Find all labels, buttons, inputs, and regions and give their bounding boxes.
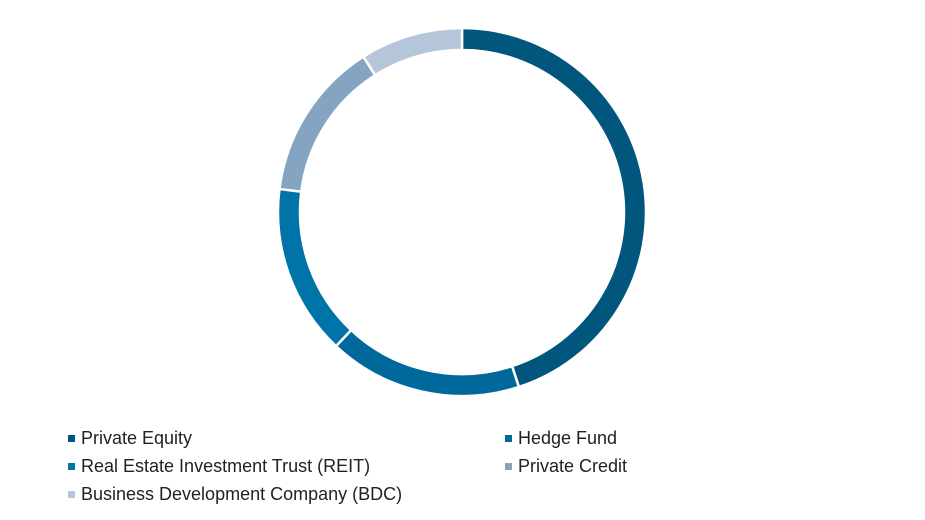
legend-item-bdc: Business Development Company (BDC)	[68, 483, 402, 505]
slice-real-estate-investment-trust-reit	[276, 187, 353, 348]
legend-item-reit: Real Estate Investment Trust (REIT)	[68, 455, 370, 477]
slice-hedge-fund	[334, 328, 521, 398]
legend-swatch-private-credit	[505, 462, 512, 470]
legend-label-private-credit: Private Credit	[518, 455, 628, 476]
legend-swatch-private-equity	[68, 434, 75, 442]
legend-label-private-equity: Private Equity	[81, 427, 193, 448]
legend-label-bdc: Business Development Company (BDC)	[81, 483, 403, 504]
slice-private-credit	[278, 54, 377, 194]
donut-slices	[276, 26, 648, 398]
donut-chart	[276, 26, 648, 398]
legend-item-hedge-fund: Hedge Fund	[505, 427, 617, 449]
legend-item-private-credit: Private Credit	[505, 455, 627, 477]
legend-label-hedge-fund: Hedge Fund	[518, 427, 618, 448]
legend-item-private-equity: Private Equity	[68, 427, 192, 449]
legend-swatch-hedge-fund	[505, 434, 512, 442]
slice-private-equity	[460, 26, 648, 389]
legend-swatch-reit	[68, 462, 75, 470]
slice-business-development-company-bdc	[361, 26, 464, 77]
legend-label-reit: Real Estate Investment Trust (REIT)	[81, 455, 371, 476]
legend-swatch-bdc	[68, 490, 75, 498]
